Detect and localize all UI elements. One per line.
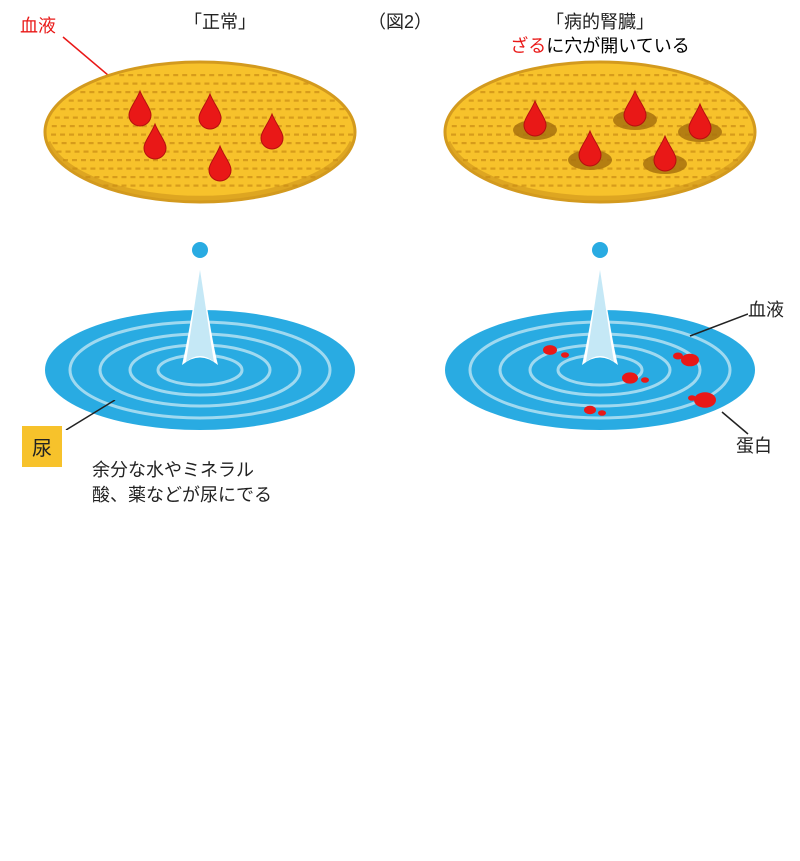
caption-normal: 余分な水やミネラル 酸、薬などが尿にでる [92, 458, 272, 508]
diagram-container: （図2） 「正常」 血液 尿 余分な水やミネラル 酸、薬などが尿にでる 「病的腎… [0, 0, 800, 517]
blood-label-right: 血液 [748, 296, 784, 322]
caption-line: 余分な水やミネラル [92, 458, 272, 483]
urine-leader-line [60, 400, 120, 430]
blood-label-left: 血液 [20, 12, 56, 38]
panel-diseased: 「病的腎臓」 ざるに穴が開いている 血液 蛋白 必要な血液や 蛋白まで出してしま… [400, 0, 800, 517]
blood-leader-right [688, 310, 748, 340]
caption-line: 酸、薬などが尿にでる [92, 483, 272, 508]
title-normal: 「正常」 [20, 8, 420, 34]
urine-badge: 尿 [22, 426, 62, 467]
panel-normal: 「正常」 血液 尿 余分な水やミネラル 酸、薬などが尿にでる [0, 0, 400, 517]
sieve-normal [40, 52, 360, 212]
protein-leader-right [720, 410, 760, 440]
title-diseased: 「病的腎臓」 [400, 8, 800, 34]
sieve-diseased [440, 52, 760, 212]
